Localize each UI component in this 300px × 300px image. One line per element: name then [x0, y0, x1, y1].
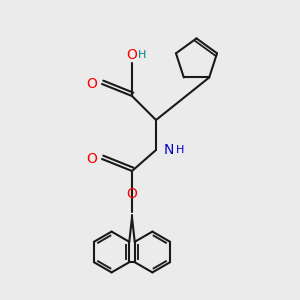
Text: O: O — [87, 152, 98, 166]
Text: N: N — [164, 143, 174, 157]
Text: O: O — [87, 77, 98, 91]
Text: H: H — [176, 145, 184, 155]
Text: O: O — [127, 49, 137, 62]
Text: H: H — [138, 50, 147, 61]
Text: O: O — [127, 187, 137, 200]
